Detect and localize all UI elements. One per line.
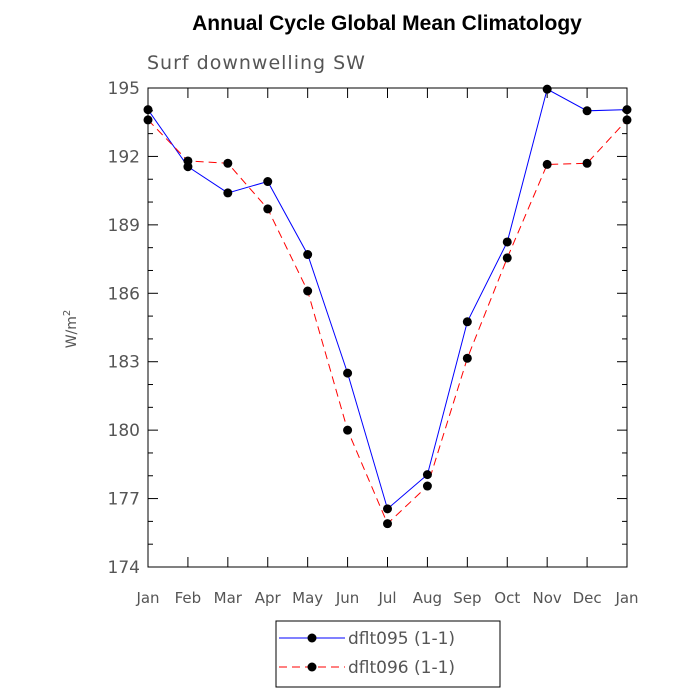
x-tick-label: Sep (453, 589, 481, 607)
x-tick-label: Mar (214, 589, 243, 607)
series-0-point (622, 105, 632, 115)
y-tick-label: 192 (108, 147, 140, 167)
y-axis-label: W/m2 (62, 310, 80, 349)
series-1-point (183, 156, 193, 166)
y-tick-label: 174 (108, 558, 140, 578)
x-tick-label: Apr (255, 589, 282, 607)
series-0-point (223, 188, 233, 198)
series-0-point (422, 470, 432, 480)
series-0-point (143, 105, 153, 115)
series-0-point (542, 84, 552, 94)
series-line-0 (147, 88, 628, 510)
series-0-point (263, 177, 273, 187)
y-axis-label-text: W/m (64, 316, 80, 348)
legend-box (275, 620, 501, 688)
y-tick-label: 183 (108, 353, 140, 373)
series-0-point (383, 504, 392, 514)
series-0-point (343, 368, 353, 378)
x-tick-label: May (292, 589, 323, 607)
y-tick-label: 177 (108, 490, 140, 510)
x-tick-label: Dec (573, 589, 602, 607)
legend-label-dflt095: dflt095 (1-1) (348, 629, 455, 649)
series-0-point (582, 106, 592, 116)
x-tick-label: Oct (494, 589, 520, 607)
series-0-point (303, 250, 313, 260)
x-tick-label: Jul (377, 589, 396, 607)
plot-area-frame (147, 87, 628, 568)
series-layer (143, 84, 632, 529)
legend-marker-dflt095 (307, 633, 317, 643)
x-tick-label: Jan (135, 589, 159, 607)
x-tick-label: Aug (413, 589, 442, 607)
series-line-1 (147, 119, 628, 525)
svg-text:W/m2: W/m2 (62, 310, 80, 349)
x-tick-label: Jun (335, 589, 359, 607)
x-tick-labels: Jan Feb Mar Apr May Jun Jul Aug Sep Oct Nov Dec Jan (135, 589, 638, 607)
axis-ticks (147, 87, 628, 568)
series-1-point (622, 115, 632, 125)
x-tick-label: Nov (533, 589, 562, 607)
series-1-point (343, 425, 353, 435)
series-1-point (263, 204, 273, 214)
series-1-point (303, 286, 313, 296)
series-1-point (143, 115, 153, 125)
y-tick-label: 186 (108, 284, 140, 304)
series-1-point (502, 253, 512, 263)
series-1-point (462, 353, 472, 363)
y-axis-label-superscript: 2 (62, 310, 73, 316)
legend-label-dflt096: dflt096 (1-1) (348, 658, 455, 678)
y-tick-label: 195 (108, 79, 140, 99)
y-tick-label: 180 (108, 421, 140, 441)
chart-title: Annual Cycle Global Mean Climatology (192, 12, 582, 35)
y-tick-labels: 174 177 180 183 186 189 192 195 (108, 79, 140, 578)
series-1-point (383, 519, 392, 529)
chart-subtitle: Surf downwelling SW (147, 52, 366, 74)
series-1-point (422, 481, 432, 491)
y-tick-label: 189 (108, 216, 140, 236)
series-0-point (502, 237, 512, 247)
x-tick-label: Jan (614, 589, 638, 607)
series-1-point (582, 158, 592, 168)
legend: dflt095 (1-1) dflt096 (1-1) (275, 620, 501, 688)
series-0-point (462, 317, 472, 327)
series-1-point (223, 158, 233, 168)
series-1-point (542, 159, 552, 169)
x-tick-label: Feb (175, 589, 202, 607)
legend-marker-dflt096 (307, 662, 317, 672)
